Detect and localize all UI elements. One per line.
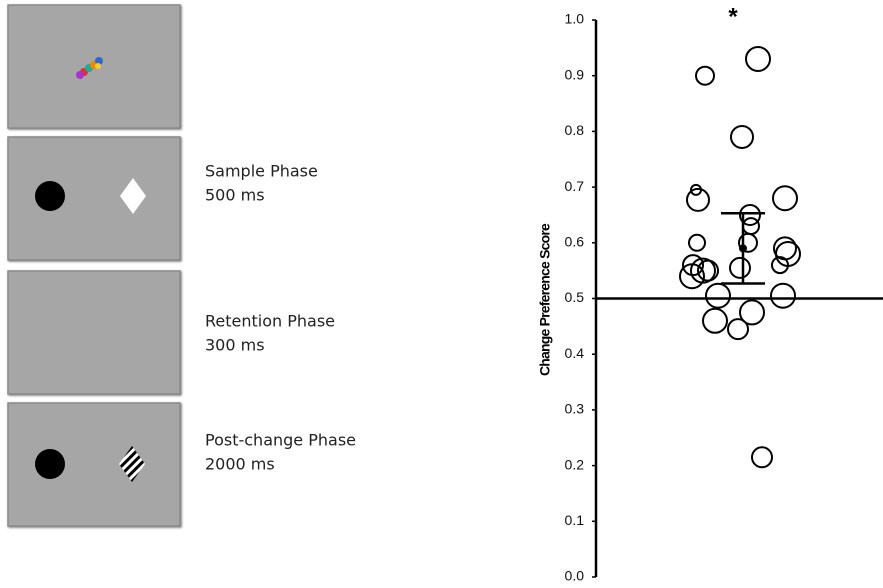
data-point bbox=[730, 258, 750, 278]
y-tick-label: 0.7 bbox=[565, 178, 585, 194]
panels: Sample Phase 500 ms Retention Phase 300 … bbox=[8, 5, 356, 526]
phase-duration: 300 ms bbox=[205, 336, 265, 355]
significance-annotation: * bbox=[728, 3, 738, 30]
circle-stimulus bbox=[35, 449, 65, 479]
data-point bbox=[703, 309, 727, 333]
data-point bbox=[746, 47, 770, 71]
phase-duration: 2000 ms bbox=[205, 455, 275, 474]
y-tick-label: 0.4 bbox=[565, 345, 585, 361]
data-point bbox=[687, 189, 709, 211]
y-tick-label: 0.6 bbox=[565, 234, 585, 250]
y-tick-label: 0.1 bbox=[565, 512, 585, 528]
y-tick-label: 0.5 bbox=[565, 289, 585, 305]
y-tick-label: 0.9 bbox=[565, 66, 585, 82]
y-tick-label: 0.2 bbox=[565, 456, 585, 472]
data-point bbox=[728, 319, 748, 339]
phase-name: Post-change Phase bbox=[205, 431, 356, 450]
y-tick-label: 0.0 bbox=[565, 568, 585, 584]
y-tick-label: 1.0 bbox=[565, 11, 585, 27]
y-tick-label: 0.8 bbox=[565, 122, 585, 138]
panel bbox=[8, 271, 180, 394]
y-axis-label: Change Preference Score bbox=[537, 223, 553, 376]
mean-point bbox=[739, 244, 747, 252]
data-point bbox=[689, 235, 705, 251]
data-point bbox=[771, 284, 795, 308]
panel bbox=[8, 403, 180, 526]
panel bbox=[8, 137, 180, 260]
data-point bbox=[752, 447, 772, 467]
y-tick-label: 0.3 bbox=[565, 401, 585, 417]
data-point bbox=[706, 284, 730, 308]
phase-name: Retention Phase bbox=[205, 312, 335, 331]
phase-duration: 500 ms bbox=[205, 186, 265, 205]
data-point bbox=[696, 67, 714, 85]
phase-name: Sample Phase bbox=[205, 162, 318, 181]
data-point bbox=[743, 218, 759, 234]
data-point bbox=[731, 126, 753, 148]
figure: Sample Phase 500 ms Retention Phase 300 … bbox=[0, 0, 883, 588]
data-point bbox=[773, 186, 797, 210]
circle-stimulus bbox=[35, 181, 65, 211]
